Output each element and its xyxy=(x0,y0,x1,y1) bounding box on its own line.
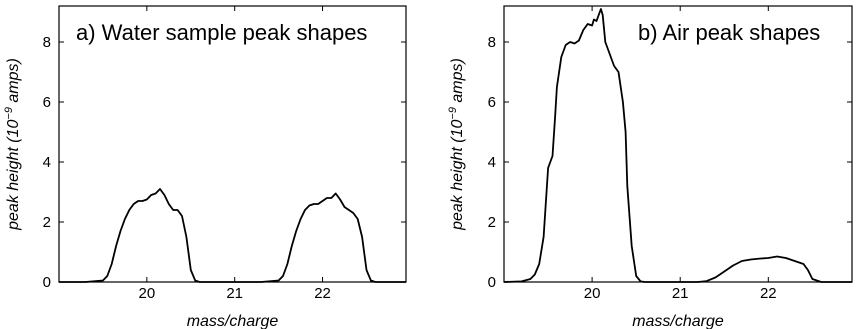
y-tick-label: 6 xyxy=(488,94,496,111)
panel-title: a) Water sample peak shapes xyxy=(76,20,367,45)
y-axis-label-unit: amps) xyxy=(5,58,22,107)
y-tick-label: 8 xyxy=(43,34,51,51)
y-axis-label-exponent: −9 xyxy=(447,107,459,120)
y-tick-label: 0 xyxy=(43,274,51,291)
y-axis-label-main: peak height (10 xyxy=(5,119,22,230)
x-axis-label: mass/charge xyxy=(187,313,279,329)
x-tick-label: 22 xyxy=(760,285,777,302)
plot-frame xyxy=(503,5,853,283)
y-tick-label: 8 xyxy=(488,34,496,51)
y-tick-label: 4 xyxy=(43,154,51,171)
x-tick-label: 22 xyxy=(314,285,331,302)
panel-title: b) Air peak shapes xyxy=(638,20,820,45)
x-tick-label: 20 xyxy=(584,285,601,302)
x-tick-label: 21 xyxy=(672,285,689,302)
y-axis-label: peak height (10−9 amps) xyxy=(3,58,22,231)
y-tick-label: 2 xyxy=(43,214,51,231)
y-tick-label: 6 xyxy=(43,94,51,111)
chart-panel-b: 20 21 22 0 2 4 6 8 mass/charge peak height (10−9 … xyxy=(447,5,853,329)
x-axis-label: mass/charge xyxy=(632,313,724,329)
y-tick-label: 2 xyxy=(488,214,496,231)
y-axis-label-main: peak height (10 xyxy=(449,119,466,230)
chart-panel-a: 20 21 22 0 2 4 6 8 mass/charge peak height (10−9 … xyxy=(3,5,407,329)
y-axis-label-exponent: −9 xyxy=(3,107,15,120)
x-tick-label: 21 xyxy=(226,285,243,302)
x-tick-label: 20 xyxy=(139,285,156,302)
y-axis-label: peak height (10−9 amps) xyxy=(447,58,466,231)
y-tick-label: 4 xyxy=(488,154,496,171)
y-tick-label: 0 xyxy=(488,274,496,291)
plot-frame xyxy=(58,5,407,283)
series-line xyxy=(503,8,852,283)
series-line xyxy=(59,188,406,283)
y-axis-label-unit: amps) xyxy=(449,58,466,107)
